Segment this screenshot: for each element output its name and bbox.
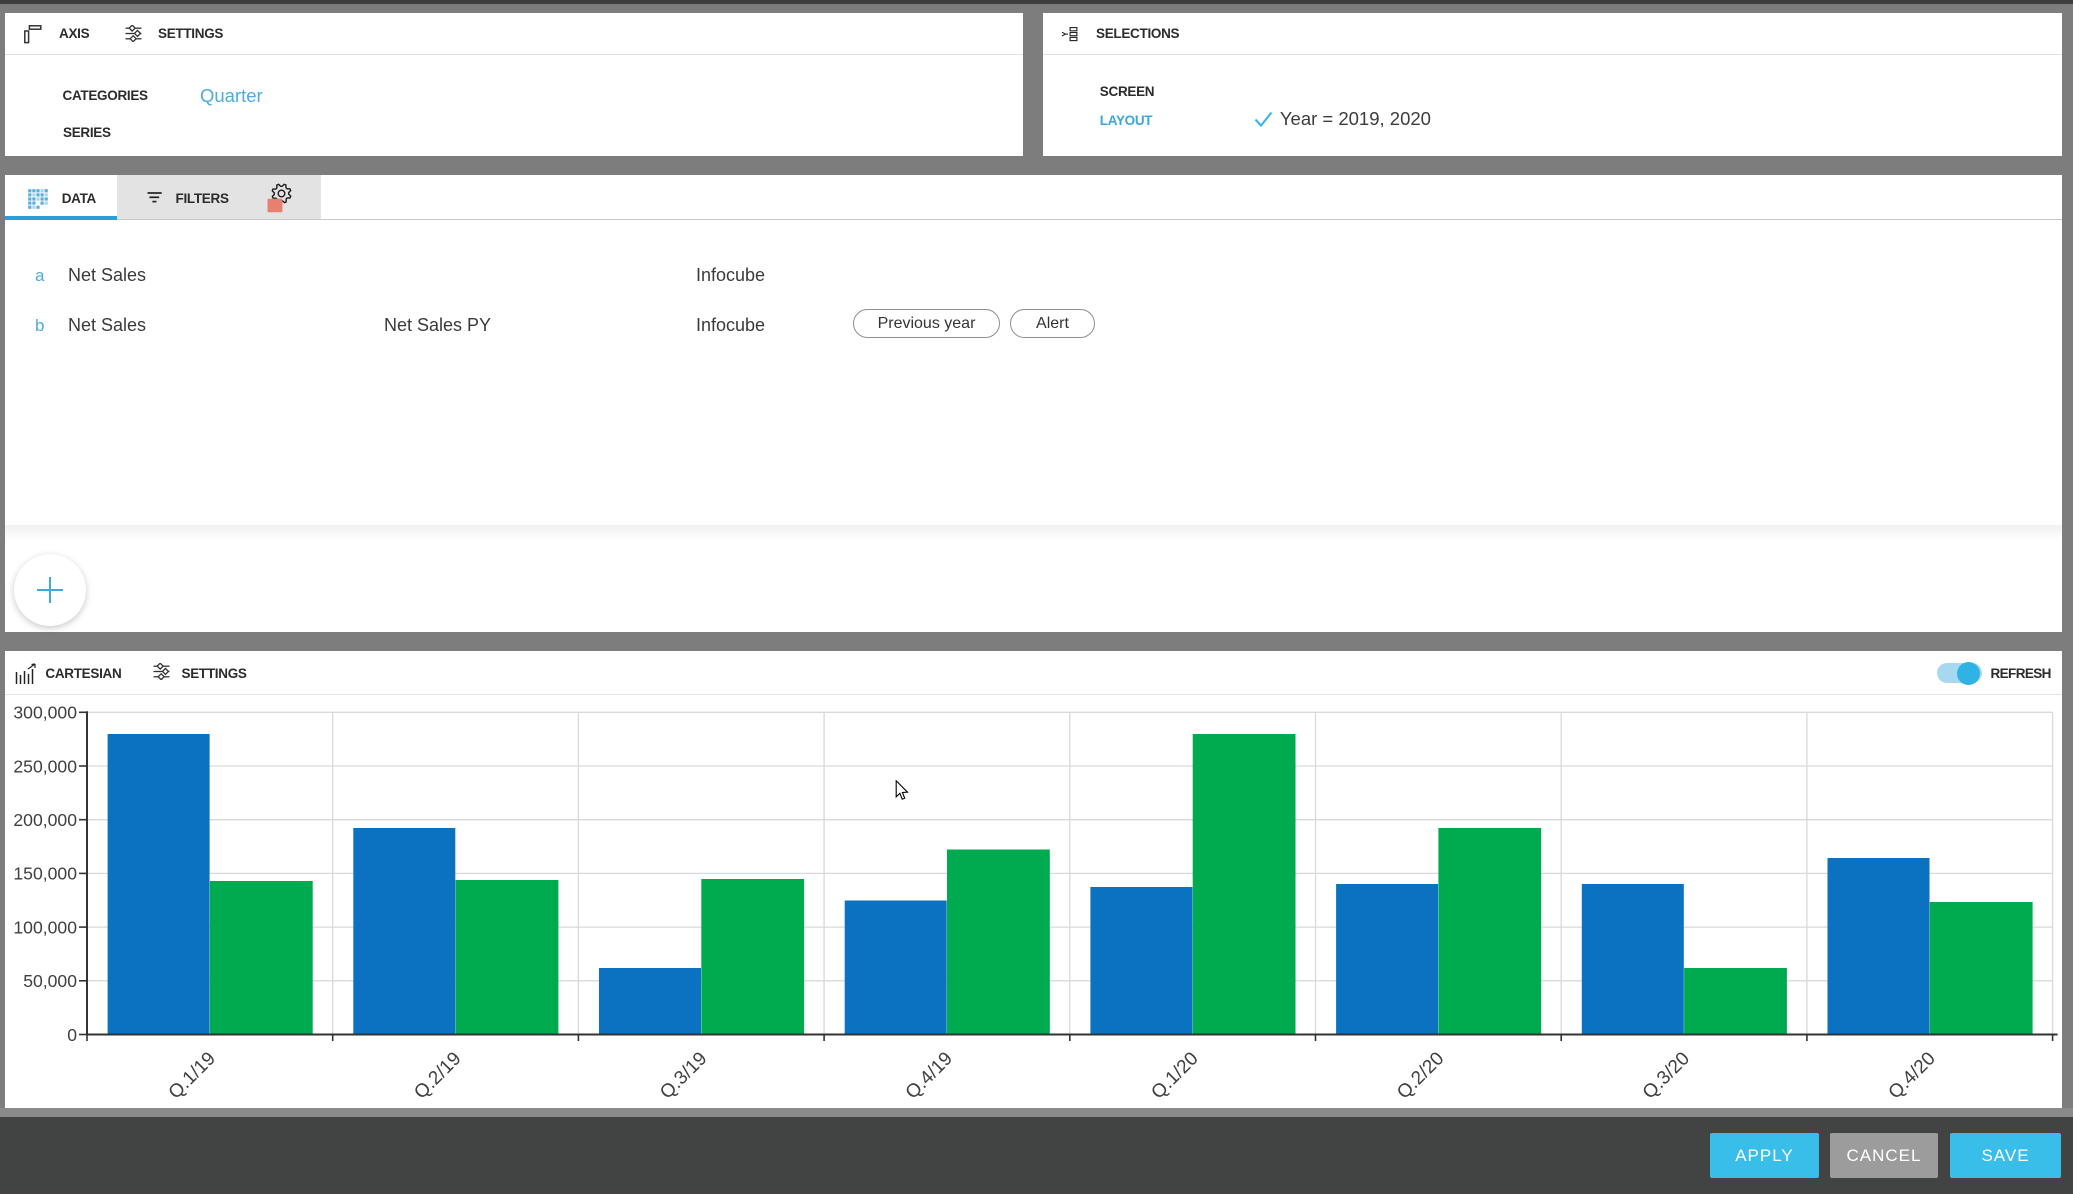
svg-text:200,000: 200,000 [13,810,77,830]
svg-text:Q.2/19: Q.2/19 [410,1048,465,1103]
svg-text:Q.4/20: Q.4/20 [1885,1048,1940,1103]
svg-text:100,000: 100,000 [13,917,77,937]
svg-text:150,000: 150,000 [13,864,77,884]
svg-text:250,000: 250,000 [13,756,77,776]
svg-text:300,000: 300,000 [13,703,77,723]
svg-text:50,000: 50,000 [23,971,77,991]
svg-text:Q.3/19: Q.3/19 [656,1048,711,1103]
svg-text:Q.1/20: Q.1/20 [1147,1048,1202,1103]
svg-text:Q.2/20: Q.2/20 [1393,1048,1448,1103]
svg-text:Q.4/19: Q.4/19 [902,1048,957,1103]
svg-text:Q.3/20: Q.3/20 [1639,1048,1694,1103]
svg-text:0: 0 [67,1025,77,1045]
svg-text:Q.1/19: Q.1/19 [165,1048,220,1103]
